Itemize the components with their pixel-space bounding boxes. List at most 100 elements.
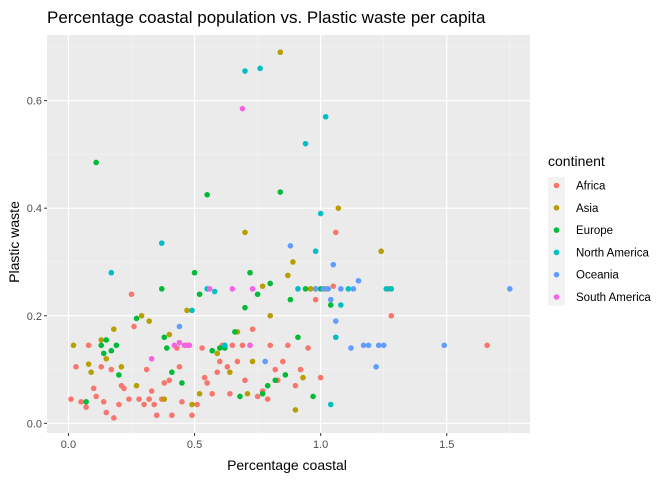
point-oceania bbox=[327, 296, 334, 303]
point-africa bbox=[143, 366, 150, 373]
point-africa bbox=[280, 358, 286, 365]
point-oceania bbox=[312, 286, 319, 292]
point-north-america bbox=[158, 240, 165, 246]
point-oceania bbox=[287, 243, 294, 249]
point-asia bbox=[214, 350, 221, 357]
point-asia bbox=[111, 326, 117, 332]
point-asia bbox=[184, 307, 190, 314]
point-north-america bbox=[327, 401, 334, 408]
point-asia bbox=[267, 312, 274, 319]
point-asia bbox=[98, 337, 105, 343]
legend-label-asia: Asia bbox=[576, 203, 599, 215]
point-north-america bbox=[345, 286, 352, 292]
point-asia bbox=[85, 361, 92, 367]
point-asia bbox=[244, 390, 251, 397]
point-europe bbox=[98, 342, 105, 349]
point-north-america bbox=[302, 140, 309, 147]
point-oceania bbox=[375, 342, 382, 349]
major-gridlines bbox=[47, 35, 530, 433]
point-africa bbox=[131, 323, 137, 330]
point-africa bbox=[126, 396, 132, 402]
point-europe bbox=[295, 334, 301, 341]
minor-gridlines bbox=[47, 35, 530, 433]
point-europe bbox=[204, 191, 210, 198]
point-asia bbox=[161, 396, 168, 402]
point-asia bbox=[196, 390, 203, 397]
point-north-america bbox=[108, 269, 115, 276]
point-africa bbox=[83, 404, 89, 410]
point-north-america bbox=[222, 342, 228, 349]
point-asia bbox=[118, 364, 125, 370]
x-tick-label: 0.0 bbox=[61, 439, 76, 451]
point-africa bbox=[249, 326, 256, 332]
point-asia bbox=[88, 369, 94, 376]
point-africa bbox=[254, 393, 261, 400]
point-africa bbox=[332, 229, 339, 236]
point-oceania bbox=[365, 342, 372, 349]
legend-label-africa: Africa bbox=[576, 181, 606, 193]
x-tick-label: 1.0 bbox=[313, 439, 328, 451]
point-europe bbox=[108, 347, 115, 354]
point-asia bbox=[249, 358, 256, 365]
point-oceania bbox=[262, 358, 268, 365]
legend-label-oceania: Oceania bbox=[576, 270, 619, 282]
point-europe bbox=[179, 380, 185, 386]
point-africa bbox=[85, 342, 92, 349]
point-africa bbox=[317, 374, 324, 381]
point-north-america bbox=[338, 302, 344, 308]
legend-label-south-america: South America bbox=[576, 292, 651, 304]
point-south-america bbox=[239, 105, 246, 112]
point-europe bbox=[302, 286, 309, 292]
point-south-america bbox=[186, 342, 193, 349]
x-tick-label: 0.5 bbox=[187, 439, 202, 451]
data-points bbox=[68, 49, 513, 421]
point-africa bbox=[484, 342, 490, 349]
point-north-america bbox=[211, 288, 218, 295]
point-africa bbox=[272, 366, 279, 373]
legend-marker-asia bbox=[553, 205, 560, 211]
point-africa bbox=[227, 390, 233, 397]
point-europe bbox=[191, 269, 198, 276]
point-asia bbox=[300, 374, 306, 381]
point-asia bbox=[378, 248, 384, 255]
point-africa bbox=[136, 396, 142, 402]
point-oceania bbox=[355, 277, 362, 284]
point-south-america bbox=[176, 339, 183, 346]
point-asia bbox=[70, 342, 77, 349]
point-africa bbox=[201, 374, 208, 381]
point-europe bbox=[209, 347, 216, 354]
point-asia bbox=[277, 49, 284, 56]
point-africa bbox=[224, 364, 231, 370]
point-africa bbox=[100, 399, 107, 405]
point-africa bbox=[73, 364, 79, 370]
point-africa bbox=[68, 396, 74, 402]
point-oceania bbox=[350, 286, 357, 292]
point-asia bbox=[146, 318, 152, 324]
point-africa bbox=[267, 342, 274, 349]
point-africa bbox=[128, 291, 135, 298]
point-africa bbox=[121, 385, 127, 392]
point-asia bbox=[138, 312, 145, 319]
point-africa bbox=[330, 283, 337, 289]
point-europe bbox=[259, 390, 266, 397]
legend-marker-north-america bbox=[553, 249, 560, 256]
x-axis-title: Percentage coastal bbox=[227, 457, 347, 473]
point-africa bbox=[116, 401, 122, 408]
point-north-america bbox=[242, 68, 248, 74]
point-north-america bbox=[189, 307, 195, 314]
point-asia bbox=[292, 407, 299, 413]
legend-marker-south-america bbox=[553, 294, 560, 300]
point-south-america bbox=[171, 342, 178, 349]
point-africa bbox=[169, 412, 175, 419]
y-tick-label: 0.6 bbox=[27, 96, 42, 108]
point-asia bbox=[103, 355, 110, 362]
point-africa bbox=[216, 358, 223, 365]
point-oceania bbox=[441, 342, 448, 349]
legend-key-background bbox=[548, 177, 565, 306]
point-south-america bbox=[247, 342, 253, 349]
point-asia bbox=[290, 259, 296, 265]
point-south-america bbox=[249, 286, 256, 292]
point-africa bbox=[93, 393, 99, 400]
point-north-america bbox=[322, 113, 329, 120]
point-europe bbox=[216, 345, 223, 351]
